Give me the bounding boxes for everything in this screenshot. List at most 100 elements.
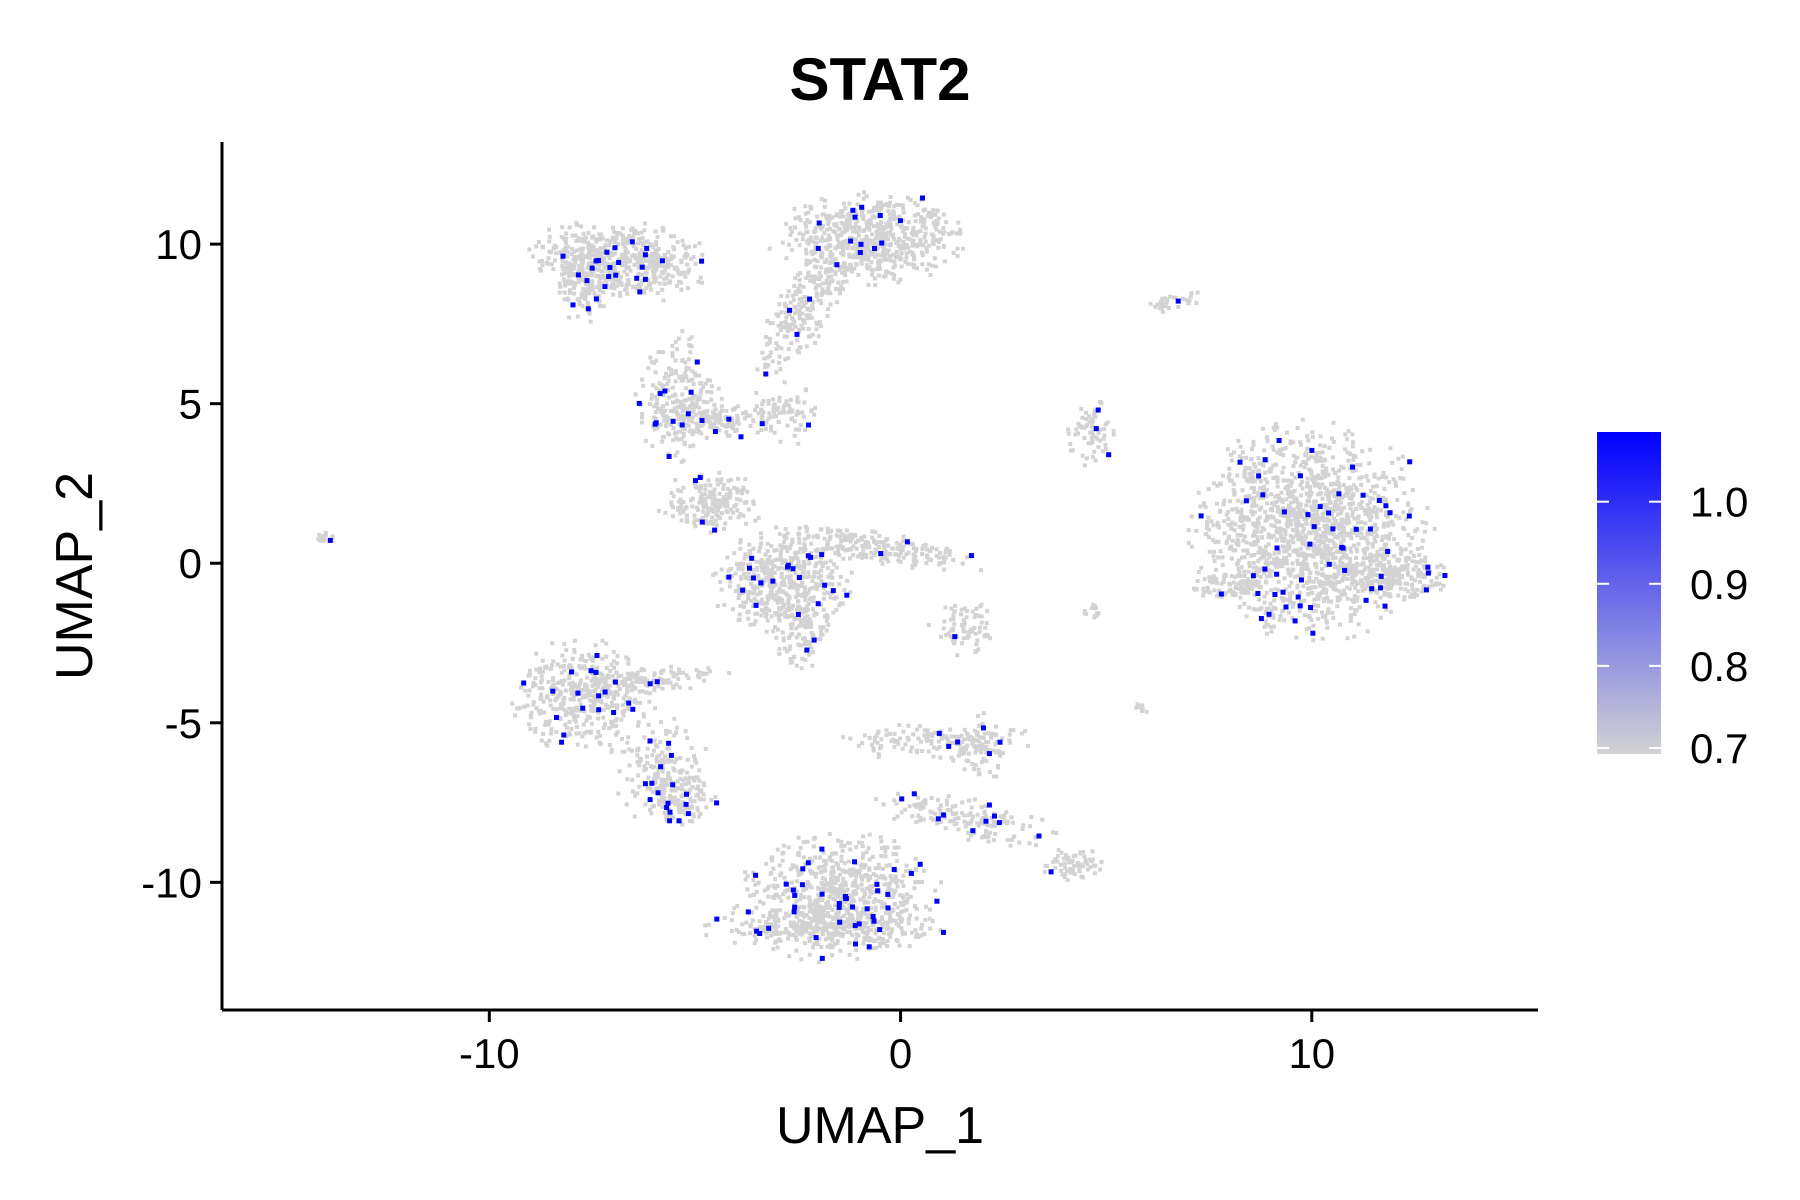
cell-point: [828, 559, 833, 564]
cell-point: [900, 229, 905, 234]
cell-point: [707, 490, 712, 495]
cell-point: [1398, 586, 1403, 591]
cell-point: [906, 195, 910, 200]
cell-point: [793, 324, 798, 329]
cell-point: [596, 268, 601, 272]
cell-point: [1242, 601, 1247, 606]
cell-point: [581, 287, 586, 291]
cell-point: [873, 241, 878, 246]
cell-point: [625, 250, 630, 255]
cell-point: [854, 242, 859, 247]
cell-point: [1348, 606, 1353, 611]
cell-point: [1435, 564, 1440, 569]
cell-point: [881, 250, 885, 255]
cell-point: [626, 661, 631, 666]
cell-point: [842, 201, 846, 206]
cell-point: [920, 253, 925, 258]
cell-point: [861, 217, 866, 221]
cell-point: [664, 414, 669, 419]
cell-point: [1102, 427, 1106, 432]
cell-point: [1218, 509, 1223, 514]
cell-point: [607, 256, 612, 261]
cell-point: [1359, 531, 1364, 536]
cell-point: [777, 398, 782, 403]
cell-point: [738, 498, 743, 503]
cell-point: [1417, 552, 1422, 557]
cell-point: [786, 289, 791, 294]
cell-point: [746, 616, 751, 621]
cell-point: [545, 743, 550, 748]
cell-point: [1198, 504, 1203, 509]
cell-point: [1286, 542, 1291, 547]
cell-point: [728, 567, 733, 572]
cell-point: [831, 610, 836, 615]
cell-point: [656, 253, 661, 258]
cell-point: [1326, 607, 1331, 612]
cell-point: [820, 563, 825, 568]
cell-point: [1276, 579, 1281, 584]
cell-point: [1249, 486, 1254, 490]
cell-point: [921, 243, 926, 248]
cell-point: [1333, 471, 1338, 476]
cell-point: [796, 400, 801, 405]
cell-point: [891, 276, 896, 281]
cell-point: [602, 265, 607, 270]
cell-point: [848, 218, 852, 223]
cell-point: [835, 234, 840, 239]
cell-point: [701, 503, 706, 508]
cell-point: [685, 286, 690, 291]
cell-point: [603, 243, 608, 248]
cell-point: [729, 478, 734, 482]
cell-point: [613, 251, 618, 256]
cell-point: [735, 404, 740, 409]
cell-point: [952, 622, 957, 627]
cell-point: [727, 433, 732, 438]
cell-point: [859, 210, 864, 215]
cell-point: [690, 393, 695, 398]
cell-point: [763, 601, 768, 606]
cell-point: [806, 327, 811, 331]
cell-point: [847, 201, 852, 206]
cell-point: [614, 703, 619, 708]
cell-point: [701, 509, 706, 514]
cell-point: [841, 214, 846, 219]
cell-point: [1295, 510, 1300, 515]
cell-point: [675, 347, 679, 352]
cell-point: [1082, 463, 1087, 468]
cell-point: [737, 612, 742, 617]
cell-point: [601, 261, 606, 266]
cell-point: [943, 605, 948, 610]
cell-point: [947, 552, 952, 557]
cell-point: [766, 399, 771, 403]
cell-point: [678, 511, 683, 516]
cell-point: [1351, 483, 1356, 488]
cell-point: [691, 443, 696, 448]
cell-point: [670, 385, 675, 390]
cell-point: [519, 685, 523, 690]
cell-point: [866, 226, 871, 231]
cell-point: [1205, 525, 1209, 530]
cell-point: [862, 190, 866, 195]
cell-point: [630, 235, 635, 240]
cell-point: [643, 438, 648, 443]
cell-point: [622, 708, 627, 713]
cell-point: [640, 236, 645, 241]
cell-point: [1350, 567, 1355, 571]
cell-point: [1298, 463, 1303, 468]
cell-point: [667, 366, 671, 371]
cell-point: [705, 389, 710, 394]
cell-point: [1360, 449, 1365, 454]
cell-point: [654, 416, 659, 421]
cell-point: [1068, 442, 1073, 446]
cell-point: [918, 229, 923, 234]
cell-point: [796, 329, 801, 334]
cell-point: [1288, 597, 1292, 602]
cell-point: [1350, 493, 1355, 498]
cell-point: [596, 716, 601, 721]
cell-point: [694, 426, 699, 431]
cell-point: [1194, 587, 1199, 592]
cell-point: [870, 242, 875, 247]
cell-point: [1322, 581, 1327, 586]
cell-point: [844, 279, 849, 284]
cell-point: [1314, 451, 1319, 456]
